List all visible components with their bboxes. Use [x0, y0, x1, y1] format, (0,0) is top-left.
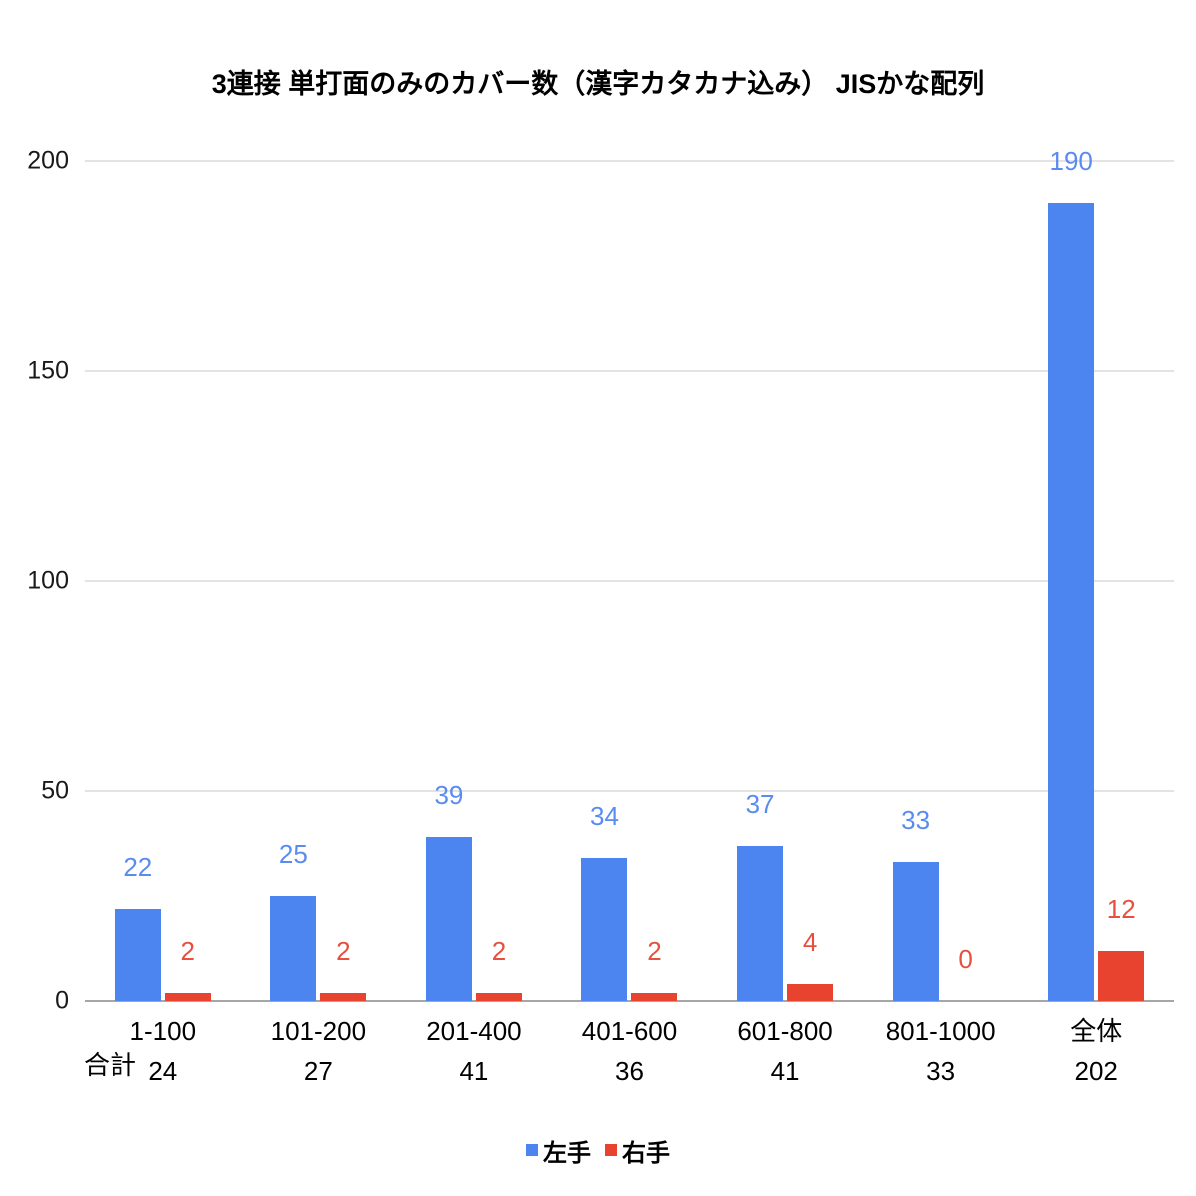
- legend-item: 左手: [526, 1133, 591, 1168]
- bar-value-label: 34: [590, 801, 619, 832]
- category-label: 201-400: [426, 1016, 522, 1046]
- y-tick-label: 100: [27, 566, 69, 595]
- category-label: 1-100: [129, 1016, 197, 1046]
- bar-value-label: 25: [278, 839, 308, 869]
- bar-value-label: 33: [901, 805, 931, 836]
- bar-group: 37 4: [707, 161, 863, 1001]
- legend-swatch: [605, 1144, 617, 1157]
- total-label: 41: [770, 1055, 800, 1086]
- bar: 39: [425, 780, 472, 1001]
- plot-area: 22 2 25 2 39 2 34 2 37 4 33 0 190 12 0 50 100 150 200: [27, 146, 1174, 1015]
- category-label: 601-800: [737, 1016, 833, 1046]
- bar: 2: [320, 936, 367, 1001]
- y-tick-label: 0: [55, 986, 69, 1015]
- y-tick-label: 150: [27, 356, 69, 385]
- x-label-cell: 201-400 41: [396, 1016, 552, 1087]
- x-label-cell: 101-200 27: [241, 1016, 397, 1087]
- bar: 12: [1098, 894, 1145, 1001]
- bar: 2: [475, 936, 522, 1001]
- legend-label: 左手: [543, 1139, 591, 1167]
- bar-value-label: 2: [647, 935, 662, 966]
- category-label: 101-200: [270, 1016, 367, 1046]
- bar-value-label: 22: [123, 851, 153, 882]
- total-label: 41: [459, 1055, 489, 1086]
- gridline: [85, 790, 1174, 792]
- legend-swatch: [526, 1144, 538, 1157]
- bar-value-label: 12: [1106, 893, 1136, 924]
- bar-value-label: 0: [958, 944, 973, 974]
- bar: 2: [631, 936, 678, 1001]
- x-axis-line: [85, 1000, 1174, 1002]
- bar-value-label: 37: [745, 788, 775, 819]
- bar-value-label: 39: [434, 780, 464, 811]
- bar: 33: [892, 805, 939, 1001]
- bar: 37: [737, 789, 784, 1001]
- category-label: 801-1000: [885, 1016, 996, 1046]
- legend-item: 右手: [605, 1133, 670, 1168]
- totals-row-label: 合計: [84, 1050, 137, 1080]
- bar-group: 22 2: [85, 161, 241, 1001]
- y-tick-label: 50: [41, 776, 69, 805]
- bar: 34: [581, 801, 628, 1001]
- bar-group: 39 2: [396, 161, 552, 1001]
- bar-value-label: 4: [802, 927, 818, 958]
- bar-group: 25 2: [241, 161, 397, 1001]
- bar: 2: [164, 936, 211, 1001]
- x-label-cell: 601-800 41: [707, 1016, 863, 1087]
- bar-value-label: 190: [1049, 146, 1093, 176]
- plot-wrap: 22 2 25 2 39 2 34 2 37 4 33 0 190 12 0 50 100 150 200 1-1…: [0, 101, 1196, 1087]
- gridline: [85, 160, 1174, 162]
- bar-group: 190 12: [1018, 146, 1174, 1001]
- plot-groups: 22 2 25 2 39 2 34 2 37 4 33 0 190 12: [85, 146, 1174, 1001]
- category-label: 401-600: [581, 1016, 678, 1046]
- legend-label: 右手: [622, 1139, 670, 1167]
- total-label: 27: [303, 1055, 333, 1086]
- bar: 190: [1048, 146, 1095, 1001]
- gridline: [85, 580, 1174, 582]
- bar: 22: [114, 852, 161, 1001]
- total-label: 33: [926, 1055, 956, 1086]
- legend: 左手 右手: [0, 1133, 1196, 1168]
- bar-value-label: 2: [336, 935, 351, 966]
- x-label-cell: 801-1000 33: [863, 1016, 1019, 1087]
- bar: 25: [270, 839, 317, 1001]
- bar-value-label: 2: [491, 935, 507, 966]
- x-label-cell: 401-600 36: [552, 1016, 708, 1087]
- total-label: 202: [1074, 1055, 1118, 1086]
- y-tick-label: 200: [27, 146, 69, 175]
- x-label-cell: 1-100 24: [85, 1016, 241, 1087]
- total-label: 36: [615, 1055, 644, 1086]
- bar-value-label: 2: [180, 935, 196, 966]
- x-label-cell: 全体 202: [1018, 1016, 1174, 1087]
- total-label: 24: [148, 1055, 178, 1086]
- chart-title: 3連接 単打面のみのカバー数（漢字カタカナ込み） JISかな配列: [211, 69, 985, 99]
- bar: 4: [787, 927, 834, 1001]
- category-label: 全体: [1070, 1016, 1123, 1046]
- bar-group: 33 0: [863, 161, 1019, 1001]
- gridline: [85, 370, 1174, 372]
- bar-group: 34 2: [552, 161, 708, 1001]
- x-axis-labels: 1-100 24 101-200 27 201-400 41 401-600 36 601-80…: [85, 1016, 1174, 1087]
